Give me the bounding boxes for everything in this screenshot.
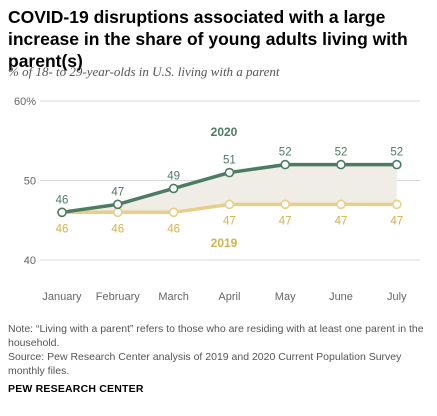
data-point-2019	[224, 199, 235, 210]
data-label-2020: 47	[111, 186, 124, 198]
data-label-2020: 52	[279, 147, 292, 159]
x-tick-label: January	[42, 291, 82, 303]
chart-subtitle: % of 18- to 29-year-olds in U.S. living …	[8, 64, 280, 79]
area-between-series	[62, 164, 397, 213]
notes-block: Note: “Living with a parent” refers to t…	[8, 322, 433, 378]
series-label-2019: 2019	[211, 236, 238, 250]
data-label-2019: 46	[167, 223, 180, 235]
data-label-2019: 46	[56, 223, 69, 235]
x-tick-label: June	[329, 291, 353, 303]
chart-source: Source: Pew Research Center analysis of …	[8, 351, 402, 377]
line-chart: 40 50 60% January February March April May June J…	[14, 96, 420, 303]
x-tick-label: May	[275, 291, 296, 303]
y-tick-label: 60%	[14, 96, 36, 108]
chart-note: Note: “Living with a parent” refers to t…	[8, 323, 424, 349]
data-point-2020	[224, 167, 235, 178]
data-point-2019	[280, 199, 291, 210]
series-label-2020: 2020	[211, 125, 238, 139]
data-point-2020	[57, 207, 67, 218]
data-label-2019: 47	[390, 215, 403, 227]
data-point-2019	[168, 207, 179, 218]
y-tick-label: 50	[24, 176, 36, 188]
chart-title: COVID-19 disruptions associated with a l…	[8, 7, 408, 71]
data-point-2020	[280, 159, 291, 170]
x-tick-label: July	[387, 291, 407, 303]
data-label-2020: 46	[56, 194, 69, 206]
data-label-2019: 47	[223, 215, 236, 227]
data-point-2020	[336, 159, 346, 170]
x-tick-label: February	[96, 291, 141, 303]
data-label-2020: 49	[167, 170, 180, 182]
y-tick-label: 40	[24, 255, 36, 267]
data-label-2020: 52	[335, 147, 348, 159]
data-point-2020	[113, 199, 123, 210]
organization-name: PEW RESEARCH CENTER	[8, 383, 144, 395]
x-tick-label: April	[218, 291, 240, 303]
data-label-2019: 46	[111, 223, 124, 235]
x-tick-label: March	[158, 291, 189, 303]
data-label-2019: 47	[335, 215, 348, 227]
data-label-2019: 47	[279, 215, 292, 227]
data-point-2019	[336, 199, 346, 210]
data-label-2020: 52	[390, 147, 403, 159]
data-label-2020: 51	[223, 155, 236, 167]
data-point-2019	[113, 207, 123, 218]
data-point-2020	[391, 159, 402, 170]
data-point-2020	[168, 183, 179, 194]
data-point-2019	[391, 199, 402, 210]
